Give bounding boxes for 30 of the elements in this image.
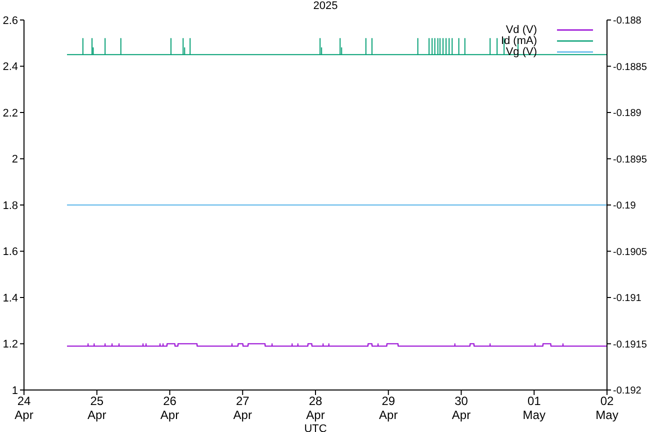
y-tick-label: 2.4 [2, 61, 18, 74]
y-tick-label: 1.8 [2, 200, 18, 212]
chart-title: 2025 [312, 0, 339, 12]
y-tick-label: 1.2 [2, 338, 18, 351]
y-tick-label: 2.2 [2, 107, 18, 120]
x-tick-label: 02 May [596, 394, 618, 422]
y-tick-label: 1.4 [2, 292, 18, 304]
x-tick-label: 29 Apr [379, 394, 398, 422]
y-tick-label: 2 [12, 154, 18, 166]
y2-tick-label: -0.1895 [613, 154, 648, 166]
y2-tick-label: -0.189 [613, 108, 642, 120]
x-tick-label: 01 May [522, 394, 546, 422]
x-tick-label: 28 Apr [306, 394, 325, 422]
x-axis-title: UTC [304, 423, 327, 432]
y2-tick-label: -0.192 [613, 386, 642, 397]
x-tick-label: 25 Apr [88, 394, 106, 422]
y2-tick-label: -0.188 [613, 16, 642, 27]
x-tick-label: 26 Apr [160, 394, 180, 422]
y2-tick-label: -0.19 [613, 200, 636, 212]
y-tick-label: 2.6 [2, 14, 18, 27]
y2-tick-label: -0.1885 [613, 62, 648, 73]
legend-label: Vd (V) [506, 24, 537, 36]
x-tick-label: 24 Apr [14, 394, 34, 422]
y-tick-label: 1.6 [2, 246, 18, 258]
y2-tick-label: -0.1915 [613, 339, 648, 350]
y2-tick-label: -0.191 [613, 293, 642, 304]
y2-tick-label: -0.1905 [613, 246, 648, 258]
x-tick-label: 27 Apr [233, 394, 252, 422]
y-tick-label: 1 [12, 384, 18, 397]
x-tick-label: 30 Apr [452, 394, 471, 422]
